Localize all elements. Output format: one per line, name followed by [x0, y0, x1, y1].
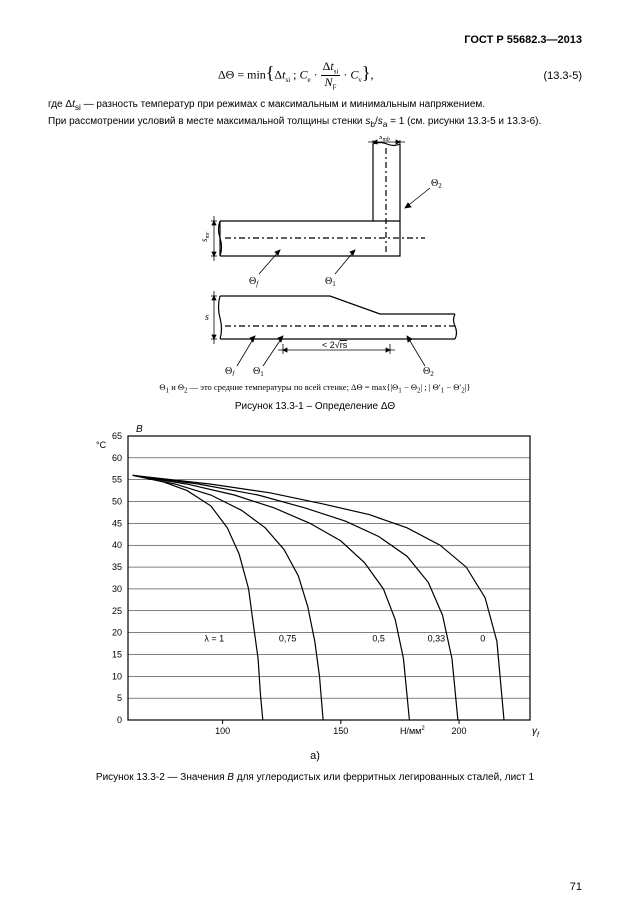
label-theta-f-1: Θf — [249, 276, 259, 288]
svg-text:45: 45 — [112, 518, 122, 528]
label-slope: < 2√rs — [322, 340, 348, 350]
page: ГОСТ Р 55682.3—2013 ΔΘ = min{Δtsi ; Ce ·… — [0, 0, 630, 913]
chart-svg: 65605550454035302520151050100150200B°CН/… — [80, 418, 550, 748]
svg-text:100: 100 — [215, 726, 230, 736]
svg-text:0: 0 — [480, 633, 485, 643]
svg-text:5: 5 — [117, 693, 122, 703]
svg-text:γf: γf — [532, 726, 540, 739]
label-theta-f-2: Θf — [225, 366, 235, 376]
svg-text:°C: °C — [96, 440, 107, 450]
label-theta-1-2: Θ1 — [253, 366, 264, 376]
svg-text:25: 25 — [112, 606, 122, 616]
label-a: a) — [48, 750, 582, 762]
svg-text:35: 35 — [112, 562, 122, 572]
fig2-caption: Рисунок 13.3-2 — Значения B для углероди… — [48, 772, 582, 783]
para-1: где Δtsi — разность температур при режим… — [48, 98, 582, 113]
chart: 65605550454035302520151050100150200B°CН/… — [48, 418, 582, 748]
svg-text:65: 65 — [112, 431, 122, 441]
page-number: 71 — [570, 881, 582, 893]
svg-text:10: 10 — [112, 671, 122, 681]
label-s: s — [205, 312, 209, 323]
svg-text:200: 200 — [452, 726, 467, 736]
label-theta-1-1: Θ1 — [325, 276, 336, 288]
formula-row: ΔΘ = min{Δtsi ; Ce · Δtsi NF · Cv}, (13.… — [48, 60, 582, 92]
svg-text:30: 30 — [112, 584, 122, 594]
svg-text:50: 50 — [112, 496, 122, 506]
formula: ΔΘ = min{Δtsi ; Ce · Δtsi NF · Cv}, — [48, 60, 543, 92]
svg-text:0: 0 — [117, 715, 122, 725]
doc-id: ГОСТ Р 55682.3—2013 — [48, 34, 582, 46]
label-theta-2-1: Θ2 — [431, 178, 442, 190]
svg-text:60: 60 — [112, 453, 122, 463]
diagram-svg: smb smr Θf Θ1 Θ2 — [125, 136, 505, 376]
diagram-1: smb smr Θf Θ1 Θ2 — [48, 136, 582, 376]
svg-text:λ = 1: λ = 1 — [204, 633, 224, 643]
svg-text:0,5: 0,5 — [372, 633, 385, 643]
svg-text:20: 20 — [112, 628, 122, 638]
label-s-mr: smr — [199, 231, 211, 242]
svg-text:0,33: 0,33 — [428, 633, 446, 643]
formula-number: (13.3-5) — [543, 70, 582, 82]
svg-text:B: B — [136, 424, 143, 435]
svg-text:Н/мм2: Н/мм2 — [400, 726, 425, 736]
para-2: При рассмотрении условий в месте максима… — [48, 115, 582, 130]
svg-text:55: 55 — [112, 475, 122, 485]
diagram-note: Θ1 и Θ2 — это средние температуры по все… — [48, 382, 582, 395]
svg-text:0,75: 0,75 — [279, 633, 297, 643]
svg-text:150: 150 — [333, 726, 348, 736]
label-theta-2-2: Θ2 — [423, 366, 434, 376]
fig1-caption: Рисунок 13.3-1 – Определение ΔΘ — [48, 401, 582, 412]
svg-text:15: 15 — [112, 649, 122, 659]
svg-text:40: 40 — [112, 540, 122, 550]
